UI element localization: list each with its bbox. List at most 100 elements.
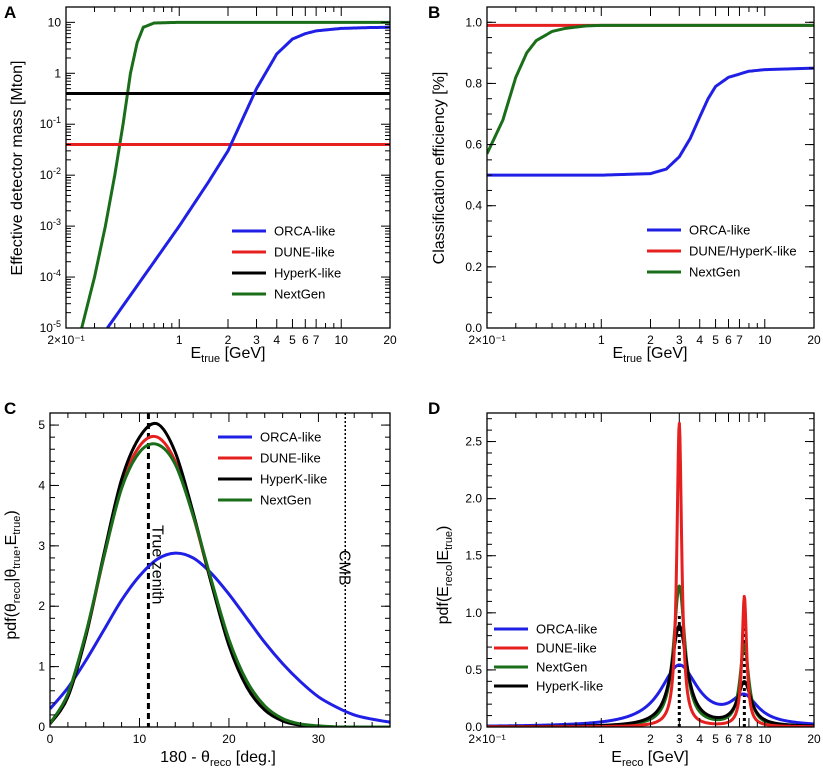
y-tick-label: 5: [38, 418, 45, 432]
series-line-nextgen: [487, 23, 814, 155]
panel-b-curves: [487, 23, 814, 177]
y-tick-label: 10-3: [40, 217, 61, 233]
x-tick-label: 7: [313, 333, 320, 347]
y-axis-label: Classification efficiency [%]: [431, 72, 448, 265]
y-tick-label: 0.4: [465, 199, 482, 213]
series-line-nextgen: [80, 20, 390, 328]
legend-label: ORCA-like: [536, 622, 597, 637]
x-tick-label: 3: [676, 732, 683, 746]
x-tick-label: 10: [335, 333, 349, 347]
x-tick-label: 1: [176, 333, 183, 347]
legend-label: NextGen: [536, 660, 587, 675]
y-axis-label: pdf(θreco|θtrue,Etrue): [3, 510, 23, 639]
legend-label: HyperK-like: [274, 266, 341, 281]
y-tick-label: 10-4: [40, 268, 61, 284]
y-tick-label: 2.5: [465, 435, 482, 449]
x-tick-label: 2: [647, 333, 654, 347]
plot-frame: [486, 6, 815, 329]
x-tick-label: 2: [225, 333, 232, 347]
legend-label: NextGen: [689, 265, 740, 280]
legend-label: DUNE-like: [274, 245, 335, 260]
panel-label: A: [4, 3, 16, 22]
x-tick-label: 5: [712, 732, 719, 746]
series-line-orca-like: [50, 551, 390, 724]
y-tick-label: 2: [38, 599, 45, 613]
x-tick-label: 10: [758, 333, 772, 347]
cmb-annotation: CMB: [335, 550, 352, 586]
y-tick-label: 10-2: [40, 166, 61, 182]
panel-d: 2×10⁻¹ 1 2 3 4 5 6 7 8 10 20 0.0 0.5 1.0 1.5 2.0 2.5 D Ere…: [428, 399, 821, 769]
x-tick-label: 3: [676, 333, 683, 347]
y-tick-label: 1.0: [465, 15, 482, 29]
series-line-orca-like: [106, 25, 390, 328]
y-tick-label: 1: [54, 66, 61, 80]
panel-c: 0 10 20 30 0 1 2 3 4 5 True zenith CMB C 180 - θreco …: [3, 399, 391, 769]
legend-label: DUNE-like: [260, 451, 321, 466]
panel-label: B: [428, 3, 440, 22]
x-tick-label: 2×10⁻¹: [468, 732, 505, 746]
x-tick-label: 10: [758, 732, 772, 746]
x-tick-label: 20: [222, 732, 236, 746]
panel-b: 2×10⁻¹ 1 2 3 4 5 6 7 10 20 0.0 0.2 0.4 0.6 0.8 1.0 B Etru…: [428, 3, 821, 365]
x-tick-label: 4: [696, 333, 703, 347]
series-line-orca-like: [487, 66, 814, 177]
y-tick-label: 0.6: [465, 138, 482, 152]
x-tick-label: 5: [712, 333, 719, 347]
x-axis-label: Etrue [GeV]: [613, 345, 688, 365]
y-tick-label: 0.2: [465, 260, 482, 274]
y-tick-label: 10-5: [40, 319, 61, 335]
x-tick-label: 0: [47, 732, 54, 746]
x-tick-label: 5: [289, 333, 296, 347]
x-tick-label: 4: [273, 333, 280, 347]
panel-a-curves: [66, 20, 390, 328]
x-tick-label: 2×10⁻¹: [47, 333, 84, 347]
y-tick-label: 4: [38, 478, 45, 492]
legend-label: DUNE/HyperK-like: [689, 244, 797, 259]
x-tick-label: 1: [598, 333, 605, 347]
x-tick-label: 2×10⁻¹: [468, 333, 505, 347]
panel-a: 2×10⁻¹ 1 2 3 4 5 6 7 10 20 10-5 10-4 10-3 10-2 10-1 1 10…: [4, 3, 397, 365]
legend-label: ORCA-like: [274, 224, 335, 239]
x-tick-label: 7: [736, 333, 743, 347]
legend-label: HyperK-like: [260, 472, 327, 487]
x-axis-label: Etrue [GeV]: [191, 345, 266, 365]
legend-label: ORCA-like: [689, 223, 750, 238]
x-tick-label: 6: [725, 333, 732, 347]
x-tick-label: 20: [807, 333, 821, 347]
x-tick-label: 8: [746, 732, 753, 746]
y-tick-label: 0.8: [465, 76, 482, 90]
x-tick-label: 2: [647, 732, 654, 746]
x-tick-label: 4: [696, 732, 703, 746]
x-tick-label: 3: [253, 333, 260, 347]
x-tick-label: 7: [736, 732, 743, 746]
x-axis-label: 180 - θreco [deg.]: [160, 749, 276, 769]
x-tick-label: 20: [383, 333, 397, 347]
x-tick-label: 20: [807, 732, 821, 746]
y-tick-label: 1: [38, 660, 45, 674]
legend-label: ORCA-like: [260, 430, 321, 445]
x-axis-label: Ereco [GeV]: [611, 749, 688, 769]
x-tick-label: 6: [302, 333, 309, 347]
legend-label: HyperK-like: [536, 679, 603, 694]
x-tick-label: 6: [725, 732, 732, 746]
y-tick-label: 2.0: [465, 492, 482, 506]
legend-label: DUNE-like: [536, 641, 597, 656]
y-tick-label: 0.0: [465, 720, 482, 734]
series-line-nextgen: [487, 584, 814, 727]
y-tick-label: 0.0: [465, 321, 482, 335]
panel-label: C: [4, 399, 16, 418]
y-tick-label: 1.0: [465, 606, 482, 620]
y-tick-label: 0.5: [465, 663, 482, 677]
x-tick-label: 10: [133, 732, 147, 746]
y-axis-label: Effective detector mass [Mton]: [9, 61, 26, 276]
x-tick-label: 1: [598, 732, 605, 746]
y-axis-label: pdf(Ereco|Etrue): [435, 526, 455, 625]
true-zenith-annotation: True zenith: [148, 525, 165, 604]
legend-label: NextGen: [260, 493, 311, 508]
x-tick-label: 30: [312, 732, 326, 746]
y-tick-label: 1.5: [465, 549, 482, 563]
y-tick-label: 0: [38, 720, 45, 734]
y-tick-label: 3: [38, 539, 45, 553]
panel-label: D: [428, 399, 440, 418]
